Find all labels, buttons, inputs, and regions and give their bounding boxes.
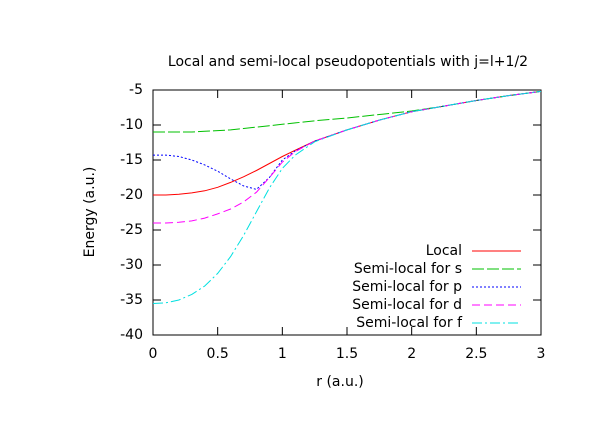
x-tick-label: 1.5 <box>336 346 358 362</box>
series-line <box>153 90 542 190</box>
legend-label: Local <box>426 243 462 259</box>
x-tick-label: 1 <box>278 346 287 362</box>
series-line <box>153 90 542 196</box>
x-tick-label: 0 <box>149 346 158 362</box>
x-tick-label: 3 <box>537 346 546 362</box>
x-tick-label: 2.5 <box>465 346 487 362</box>
chart-title: Local and semi-local pseudopotentials wi… <box>168 54 528 70</box>
plot-frame <box>152 89 542 336</box>
series-line <box>152 90 542 304</box>
y-tick-label: -20 <box>120 187 143 203</box>
legend-label: Semi-local for p <box>352 279 462 295</box>
y-tick-label: -25 <box>120 222 143 238</box>
y-tick-label: -10 <box>120 117 143 133</box>
y-tick-label: -40 <box>120 327 143 343</box>
y-tick-label: -5 <box>129 82 143 98</box>
legend-label: Semi-local for d <box>352 297 462 313</box>
series-line <box>153 90 542 224</box>
y-tick-label: -15 <box>120 152 143 168</box>
y-tick-label: -35 <box>120 292 143 308</box>
legend-label: Semi-local for f <box>356 315 463 331</box>
x-tick-label: 2 <box>407 346 416 362</box>
y-axis-label: Energy (a.u.) <box>82 167 98 258</box>
y-tick-label: -30 <box>120 257 143 273</box>
x-axis-label: r (a.u.) <box>316 374 363 390</box>
x-tick-label: 0.5 <box>207 346 229 362</box>
legend-label: Semi-local for s <box>354 261 462 277</box>
